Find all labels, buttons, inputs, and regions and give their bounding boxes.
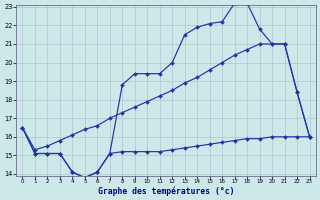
X-axis label: Graphe des températures (°c): Graphe des températures (°c) [98, 186, 234, 196]
